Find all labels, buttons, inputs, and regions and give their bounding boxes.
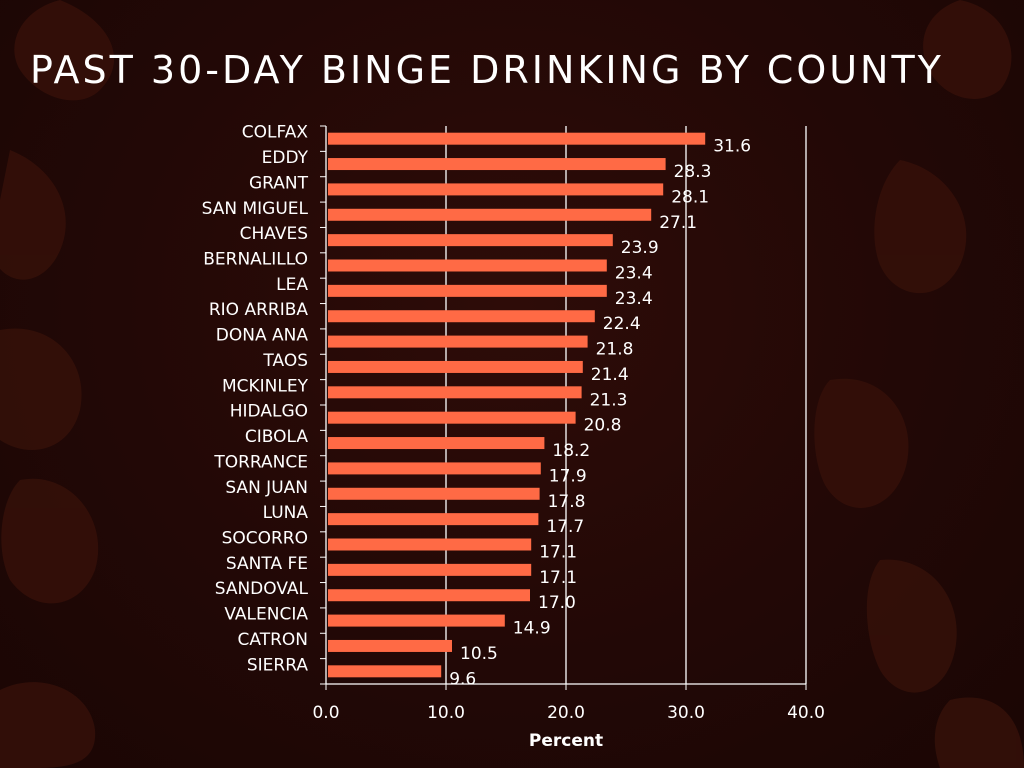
x-tick-label: 20.0: [547, 703, 585, 723]
category-label: GRANT: [249, 173, 309, 193]
bar: [328, 335, 588, 348]
bar: [328, 462, 541, 475]
data-label: 28.3: [674, 162, 712, 182]
data-label: 28.1: [671, 187, 709, 207]
data-label: 23.4: [615, 289, 653, 309]
data-label: 20.8: [584, 416, 622, 436]
category-label: BERNALILLO: [203, 250, 308, 270]
category-label: VALENCIA: [224, 605, 308, 625]
bar: [328, 234, 613, 247]
bar: [328, 360, 583, 373]
bar: [328, 132, 706, 145]
data-label: 17.9: [549, 466, 587, 486]
data-label: 21.8: [596, 340, 634, 360]
bar: [328, 411, 576, 424]
data-label: 14.9: [513, 619, 551, 639]
category-label: CATRON: [238, 630, 308, 650]
data-label: 17.7: [546, 517, 584, 537]
category-label: LUNA: [263, 503, 309, 523]
data-label: 17.1: [539, 543, 577, 563]
category-label: LEA: [276, 275, 308, 295]
bar: [328, 208, 652, 221]
bar: [328, 386, 582, 399]
bar: [328, 563, 532, 576]
category-label: MCKINLEY: [222, 376, 309, 396]
bar: [328, 259, 607, 272]
bar: [328, 538, 532, 551]
bar: [328, 158, 666, 171]
category-label: SIERRA: [247, 655, 308, 675]
page-title: PAST 30-DAY BINGE DRINKING BY COUNTY: [30, 48, 944, 92]
bar: [328, 665, 442, 678]
category-label: SAN JUAN: [225, 478, 308, 498]
bar: [328, 614, 505, 627]
category-label: SANDOVAL: [215, 579, 309, 599]
category-label: CIBOLA: [245, 427, 308, 447]
bar: [328, 487, 540, 500]
data-label: 17.0: [538, 593, 576, 613]
bar: [328, 284, 607, 297]
data-label: 10.5: [460, 644, 498, 664]
x-axis-title: Percent: [529, 731, 603, 751]
category-label: RIO ARRIBA: [209, 300, 309, 320]
bar: [328, 183, 664, 196]
category-label: DONA ANA: [216, 326, 309, 346]
bar: [328, 513, 539, 526]
x-tick-label: 40.0: [787, 703, 825, 723]
data-label: 23.4: [615, 264, 653, 284]
category-label: TAOS: [262, 351, 308, 371]
data-label: 23.9: [621, 238, 659, 258]
category-label: COLFAX: [242, 123, 309, 143]
category-label: HIDALGO: [230, 402, 308, 422]
bar: [328, 310, 595, 323]
category-label: SOCORRO: [222, 529, 308, 549]
x-tick-label: 10.0: [427, 703, 465, 723]
data-label: 18.2: [552, 441, 590, 461]
data-label: 17.1: [539, 568, 577, 588]
category-label: SAN MIGUEL: [202, 199, 309, 219]
category-label: CHAVES: [240, 224, 308, 244]
data-label: 31.6: [713, 137, 751, 157]
data-label: 22.4: [603, 314, 641, 334]
x-tick-label: 30.0: [667, 703, 705, 723]
x-tick-label: 0.0: [312, 703, 339, 723]
bar: [328, 639, 452, 652]
bar: [328, 589, 530, 602]
category-label: EDDY: [262, 148, 309, 168]
data-label: 27.1: [659, 213, 697, 233]
data-label: 21.3: [590, 390, 628, 410]
data-label: 9.6: [449, 669, 476, 689]
bar: [328, 437, 545, 450]
data-label: 17.8: [548, 492, 586, 512]
category-label: SANTA FE: [226, 554, 308, 574]
data-label: 21.4: [591, 365, 629, 385]
category-label: TORRANCE: [213, 452, 308, 472]
